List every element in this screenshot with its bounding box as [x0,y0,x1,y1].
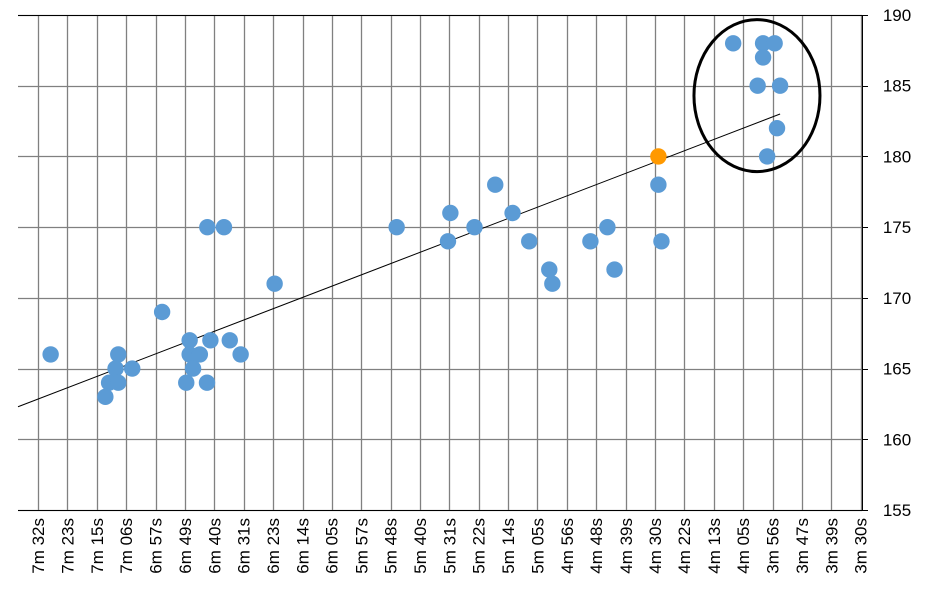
data-point [181,332,198,349]
annotation-group [692,18,822,174]
highlight-point [650,148,667,165]
x-tick-label: 3m 56s [764,518,783,574]
data-point [541,261,558,278]
y-tick-label: 155 [883,501,911,520]
data-point [724,35,742,52]
data-point [232,346,249,363]
x-tick-label: 7m 06s [117,518,136,574]
data-point [754,49,772,66]
x-tick-label: 5m 48s [382,518,401,574]
data-point [178,374,195,391]
data-point [266,275,283,292]
points-group [42,35,789,406]
x-tick-label: 6m 31s [235,518,254,574]
data-point [766,35,783,52]
data-point [758,148,776,165]
x-tick-label: 5m 14s [499,518,518,574]
data-point [521,233,538,250]
y-tick-label: 175 [883,218,911,237]
x-tick-label: 4m 22s [675,518,694,574]
data-point [768,119,786,137]
data-point [653,233,670,250]
y-tick-label: 185 [883,77,911,96]
data-point [124,360,141,377]
annotation-ellipse [692,18,822,174]
x-tick-label: 6m 14s [294,518,313,574]
data-point [198,374,216,391]
data-point [199,218,216,236]
trendline-group [17,113,781,408]
data-point [582,233,599,250]
data-point [202,332,219,349]
data-point [388,218,405,236]
data-point [544,275,561,292]
x-tick-label: 4m 05s [734,518,753,574]
x-tick-label: 6m 05s [323,518,342,574]
x-tick-label: 4m 48s [587,518,606,574]
data-point [504,204,521,222]
x-tick-label: 4m 13s [705,518,724,574]
data-point [749,77,766,94]
y-tick-label: 180 [883,147,911,166]
data-point [97,388,114,406]
data-point [153,303,171,321]
y-tick-label: 190 [883,6,911,25]
data-point [466,218,483,236]
data-point [215,218,233,236]
gridlines [18,14,863,512]
x-tick-label: 7m 15s [88,518,107,574]
data-point [606,261,623,278]
x-tick-label: 6m 40s [205,518,224,574]
x-tick-label: 3m 47s [793,518,812,574]
x-tick-label: 6m 49s [176,518,195,574]
data-point [487,176,504,193]
data-point [191,346,209,363]
data-point [107,360,124,377]
x-tick-label: 5m 31s [440,518,459,574]
x-tick-labels: 7m 32s 7m 23s 7m 15s 7m 06s 6m 57s 6m 49s 6m 4… [29,518,871,574]
x-tick-label: 7m 23s [58,518,77,574]
x-tick-label: 5m 40s [411,518,430,574]
x-tick-label: 7m 32s [29,518,48,574]
x-tick-label: 4m 30s [646,518,665,574]
data-point [439,233,457,250]
data-point [599,218,616,236]
x-tick-label: 6m 57s [147,518,166,574]
data-point [771,77,789,94]
x-tick-label: 5m 57s [352,518,371,574]
data-point [110,346,127,363]
data-point [184,360,202,377]
x-tick-label: 4m 56s [558,518,577,574]
y-tick-label: 160 [883,430,911,449]
data-point [650,176,667,193]
axes [18,15,868,511]
data-point [110,374,127,391]
data-point [754,35,772,52]
data-point [42,346,59,363]
data-point [221,332,238,349]
x-tick-label: 5m 05s [528,518,547,574]
x-tick-label: 5m 22s [470,518,489,574]
y-tick-labels: 155 160 165 170 175 180 185 190 [883,6,911,520]
data-point [442,204,459,222]
y-tick-label: 170 [883,289,911,308]
x-tick-label: 4m 39s [617,518,636,574]
x-tick-label: 6m 23s [264,518,283,574]
x-tick-label: 3m 30s [852,518,871,574]
y-tick-label: 165 [883,360,911,379]
x-tick-label: 3m 39s [822,518,841,574]
trendline [17,113,781,408]
